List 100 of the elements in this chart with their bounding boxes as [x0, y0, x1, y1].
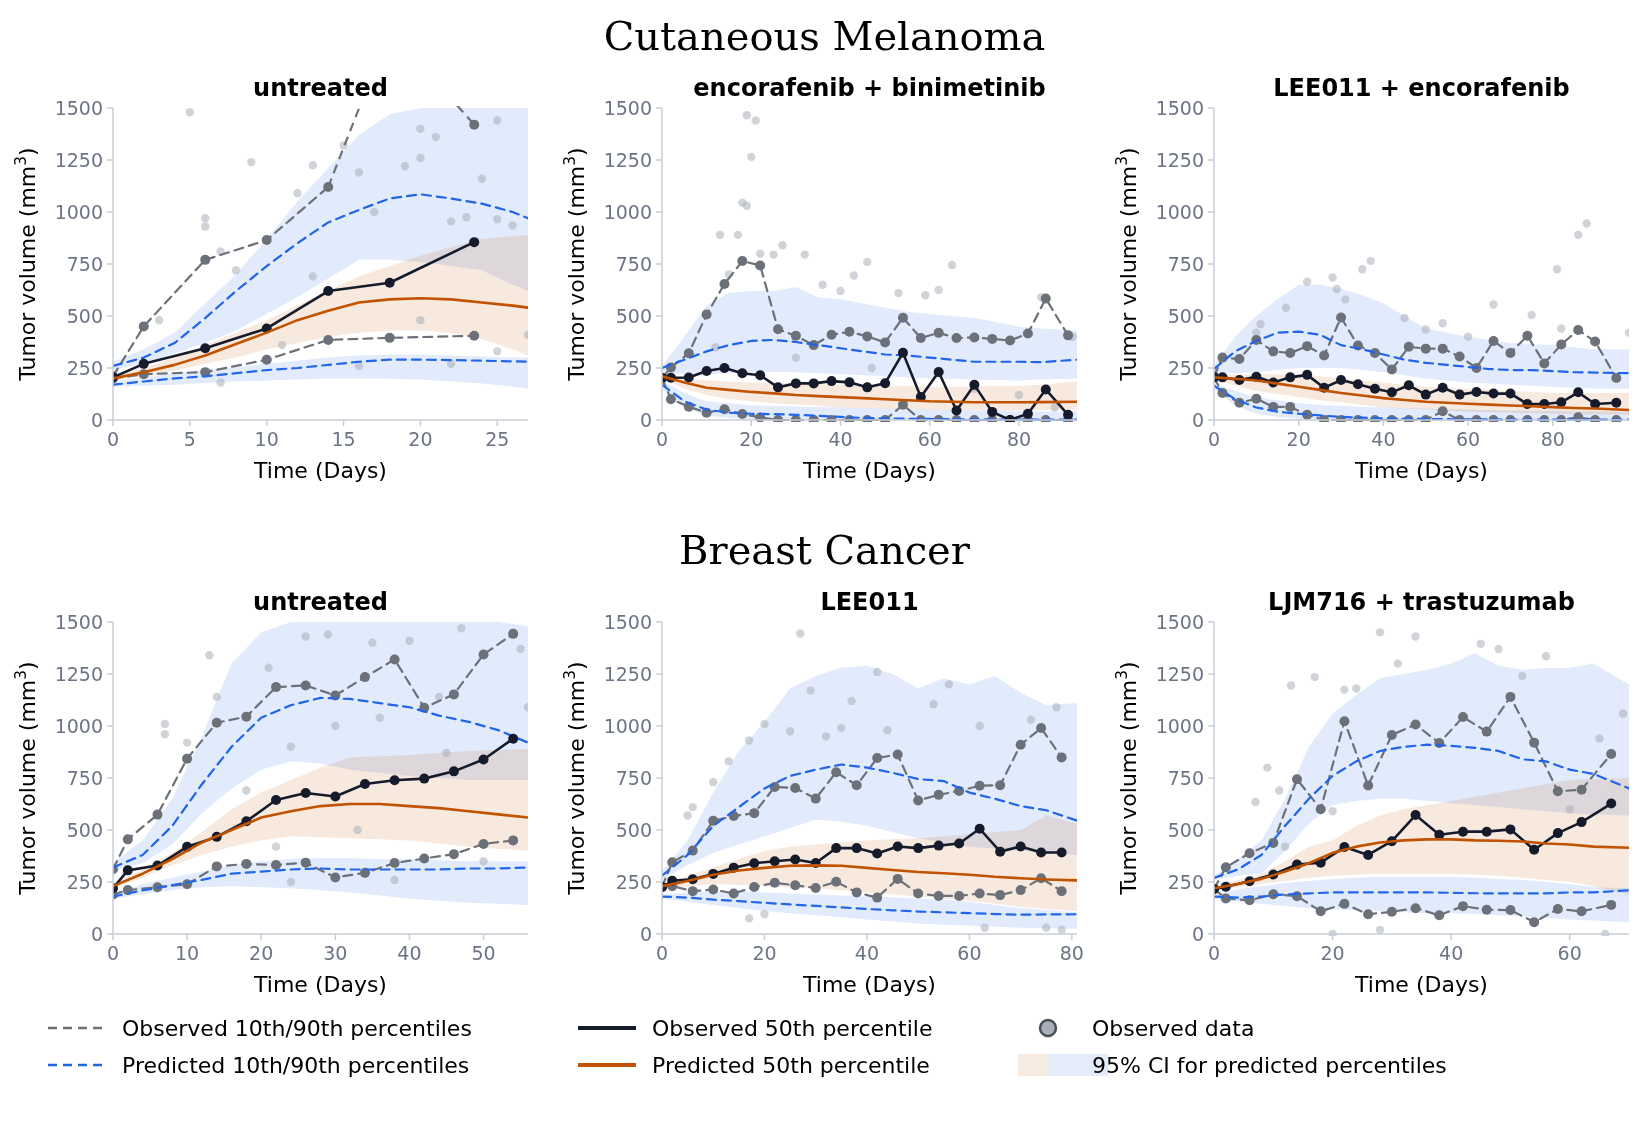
- point: [785, 727, 795, 736]
- x-tick-label: 25: [485, 428, 510, 450]
- point: [1386, 364, 1397, 375]
- point: [818, 280, 827, 289]
- point: [1481, 826, 1492, 837]
- y-tick-label: 750: [66, 252, 103, 275]
- point: [987, 333, 998, 344]
- point: [390, 875, 399, 885]
- point: [867, 363, 876, 373]
- point: [271, 842, 281, 851]
- point: [359, 672, 370, 683]
- y-tick-label: 1500: [603, 610, 652, 633]
- point: [683, 811, 692, 820]
- point: [1386, 387, 1397, 398]
- point: [744, 914, 754, 923]
- point: [987, 406, 998, 417]
- x-tick-label: 20: [408, 428, 433, 450]
- point: [185, 107, 195, 117]
- point: [508, 628, 519, 639]
- point: [1529, 917, 1540, 928]
- point: [1458, 826, 1468, 837]
- point: [1494, 644, 1503, 654]
- legend-label: Observed 50th percentile: [652, 1015, 933, 1041]
- point: [880, 337, 891, 348]
- point: [416, 124, 425, 133]
- point: [1421, 325, 1430, 334]
- point: [1576, 784, 1587, 795]
- point: [1434, 910, 1445, 921]
- y-tick-label: 250: [1167, 356, 1204, 379]
- point: [478, 649, 489, 660]
- y-tick-label: 1500: [54, 96, 103, 119]
- chart-title: untreated: [253, 588, 388, 616]
- point: [516, 644, 525, 654]
- point: [1280, 842, 1290, 851]
- x-tick-label: 60: [957, 942, 982, 964]
- point: [323, 286, 334, 297]
- point: [1420, 389, 1431, 400]
- chart-subtitle: Breast Cancer: [679, 527, 971, 573]
- y-tick-label: 1000: [603, 200, 652, 223]
- point: [933, 327, 944, 338]
- point: [359, 779, 370, 790]
- point: [1057, 925, 1066, 935]
- point: [1052, 703, 1061, 712]
- point: [330, 791, 341, 802]
- point: [277, 340, 287, 350]
- point: [892, 749, 903, 760]
- point: [1437, 406, 1448, 417]
- point: [261, 354, 272, 365]
- point: [1573, 387, 1584, 398]
- point: [1340, 685, 1349, 694]
- y-tick-label: 750: [615, 766, 652, 789]
- point: [211, 717, 222, 728]
- point: [308, 272, 318, 281]
- point: [1458, 901, 1468, 912]
- point: [1488, 388, 1499, 399]
- point: [1410, 810, 1421, 821]
- point: [1022, 328, 1033, 339]
- x-tick-label: 20: [739, 428, 764, 450]
- point: [947, 260, 957, 270]
- point: [508, 221, 517, 230]
- point: [331, 721, 340, 731]
- x-tick-label: 40: [397, 942, 422, 964]
- point: [1363, 780, 1374, 791]
- point: [1328, 273, 1337, 282]
- point: [769, 781, 780, 792]
- point: [821, 732, 831, 741]
- point: [1056, 886, 1067, 897]
- point: [1022, 408, 1033, 419]
- point: [897, 312, 908, 323]
- point: [749, 881, 760, 892]
- point: [1302, 369, 1313, 380]
- y-tick-label: 750: [1167, 766, 1204, 789]
- point: [665, 394, 676, 405]
- point: [755, 260, 766, 271]
- x-axis-title: Time (Days): [253, 458, 387, 483]
- point: [200, 254, 211, 265]
- point: [1410, 903, 1421, 914]
- point: [448, 849, 459, 860]
- point: [138, 321, 149, 332]
- point: [1552, 786, 1563, 797]
- y-tick-label: 500: [1167, 304, 1204, 327]
- point: [913, 888, 924, 899]
- point: [1488, 335, 1499, 346]
- point: [975, 721, 984, 731]
- point: [446, 217, 456, 226]
- point: [831, 876, 842, 887]
- x-tick-label: 15: [331, 428, 356, 450]
- x-tick-label: 80: [1059, 942, 1084, 964]
- point: [1552, 828, 1563, 839]
- point: [1576, 906, 1587, 917]
- point: [469, 119, 480, 130]
- point: [1541, 652, 1551, 661]
- point: [1606, 749, 1617, 760]
- point: [1292, 774, 1302, 785]
- point: [806, 686, 815, 695]
- point: [1234, 354, 1245, 365]
- point: [261, 235, 272, 246]
- y-tick-label: 250: [615, 356, 652, 379]
- point: [1410, 719, 1421, 730]
- point: [974, 888, 985, 899]
